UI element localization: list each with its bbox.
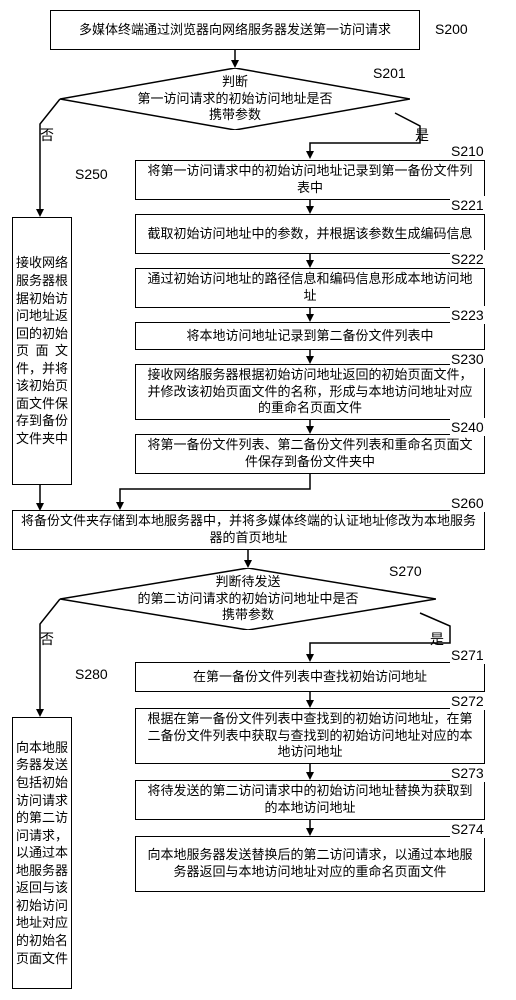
node-s222-text: 通过初始访问地址的路径信息和编码信息形成本地访问地址 (142, 271, 478, 305)
node-s250: 接收网络服务器根据初始访问地址返回的初始页面文件，并将该初始页面文件保存到备份文… (12, 217, 72, 485)
branch-s201-no: 否 (40, 126, 54, 144)
label-s240: S240 (450, 418, 485, 436)
node-s240: 将第一备份文件列表、第二备份文件列表和重命名页面文件保存到备份文件夹中 (135, 434, 485, 474)
node-s221: 截取初始访问地址中的参数，并根据该参数生成编码信息 (135, 214, 485, 254)
branch-s270-no: 否 (40, 630, 54, 648)
arrow-s273-s274 (310, 820, 312, 836)
node-s274-text: 向本地服务器发送替换后的第二访问请求，以通过本地服务器返回与本地访问地址对应的重… (142, 847, 478, 881)
node-s221-text: 截取初始访问地址中的参数，并根据该参数生成编码信息 (147, 226, 472, 243)
node-s222: 通过初始访问地址的路径信息和编码信息形成本地访问地址 (135, 268, 485, 308)
label-s272: S272 (450, 692, 485, 710)
node-s270-text: 判断待发送 的第二访问请求的初始访问地址中是否 携带参数 (137, 574, 358, 625)
arrow-s250-merge (40, 485, 42, 511)
node-s240-text: 将第一备份文件列表、第二备份文件列表和重命名页面文件保存到备份文件夹中 (142, 437, 478, 471)
node-s272: 根据在第一备份文件列表中查找到的初始访问地址，在第二备份文件列表中获取与查找到的… (135, 708, 485, 764)
flowchart-canvas: 多媒体终端通过浏览器向网络服务器发送第一访问请求 S200 判断 第一访问请求的… (10, 10, 506, 990)
node-s260-text: 将备份文件夹存储到本地服务器中，并将多媒体终端的认证地址修改为本地服务器的首页地… (19, 513, 478, 547)
node-s230: 接收网络服务器根据初始访问地址返回的初始页面文件，并修改该初始页面文件的名称，形… (135, 364, 485, 420)
label-s201: S201 (372, 64, 407, 82)
label-s230: S230 (450, 350, 485, 368)
node-s280-text: 向本地服务器发送包括初始访问请求的第二访问请求，以通过本地服务器返回与该初始访问… (16, 739, 68, 967)
node-s273: 将待发送的第二访问请求中的初始访问地址替换为获取到的本地访问地址 (135, 780, 485, 820)
node-s273-text: 将待发送的第二访问请求中的初始访问地址替换为获取到的本地访问地址 (142, 783, 478, 817)
label-s270: S270 (388, 562, 423, 580)
node-s280: 向本地服务器发送包括初始访问请求的第二访问请求，以通过本地服务器返回与该初始访问… (12, 717, 72, 989)
node-s271: 在第一备份文件列表中查找初始访问地址 (135, 662, 485, 692)
label-s280: S280 (74, 665, 109, 683)
label-s250: S250 (74, 165, 109, 183)
node-s250-text: 接收网络服务器根据初始访问地址返回的初始页面文件，并将该初始页面文件保存到备份文… (16, 254, 68, 447)
arrow-s200-s201 (235, 50, 237, 68)
node-s223: 将本地访问地址记录到第二备份文件列表中 (135, 322, 485, 350)
arrow-s230-s240 (310, 420, 312, 434)
node-s200-text: 多媒体终端通过浏览器向网络服务器发送第一访问请求 (79, 22, 391, 39)
arrow-s221-s222 (310, 254, 312, 268)
node-s270: 判断待发送 的第二访问请求的初始访问地址中是否 携带参数 (60, 568, 436, 630)
node-s200: 多媒体终端通过浏览器向网络服务器发送第一访问请求 (50, 10, 420, 50)
label-s271: S271 (450, 646, 485, 664)
branch-s201-yes: 是 (415, 126, 429, 144)
label-s274: S274 (450, 820, 485, 838)
label-s222: S222 (450, 250, 485, 268)
node-s210-text: 将第一访问请求中的初始访问地址记录到第一备份文件列表中 (142, 163, 478, 197)
label-s200: S200 (434, 20, 469, 38)
label-s273: S273 (450, 764, 485, 782)
arrow-s223-s230 (310, 350, 312, 364)
label-s221: S221 (450, 196, 485, 214)
branch-s270-yes: 是 (430, 630, 444, 648)
node-s201-text: 判断 第一访问请求的初始访问地址是否 携带参数 (137, 74, 332, 125)
arrow-s210-s221 (310, 200, 312, 214)
node-s210: 将第一访问请求中的初始访问地址记录到第一备份文件列表中 (135, 160, 485, 200)
label-s210: S210 (450, 142, 485, 160)
arrow-s260-s270 (248, 550, 250, 568)
node-s272-text: 根据在第一备份文件列表中查找到的初始访问地址，在第二备份文件列表中获取与查找到的… (142, 711, 478, 762)
label-s260: S260 (450, 494, 485, 512)
node-s260: 将备份文件夹存储到本地服务器中，并将多媒体终端的认证地址修改为本地服务器的首页地… (12, 510, 485, 550)
node-s230-text: 接收网络服务器根据初始访问地址返回的初始页面文件，并修改该初始页面文件的名称，形… (142, 367, 478, 418)
node-s223-text: 将本地访问地址记录到第二备份文件列表中 (186, 328, 433, 345)
node-s271-text: 在第一备份文件列表中查找初始访问地址 (193, 669, 427, 686)
label-s223: S223 (450, 306, 485, 324)
arrow-s272-s273 (310, 764, 312, 780)
arrow-s271-s272 (310, 692, 312, 708)
arrow-s222-s223 (310, 308, 312, 322)
node-s274: 向本地服务器发送替换后的第二访问请求，以通过本地服务器返回与本地访问地址对应的重… (135, 836, 485, 892)
node-s201: 判断 第一访问请求的初始访问地址是否 携带参数 (60, 68, 410, 130)
